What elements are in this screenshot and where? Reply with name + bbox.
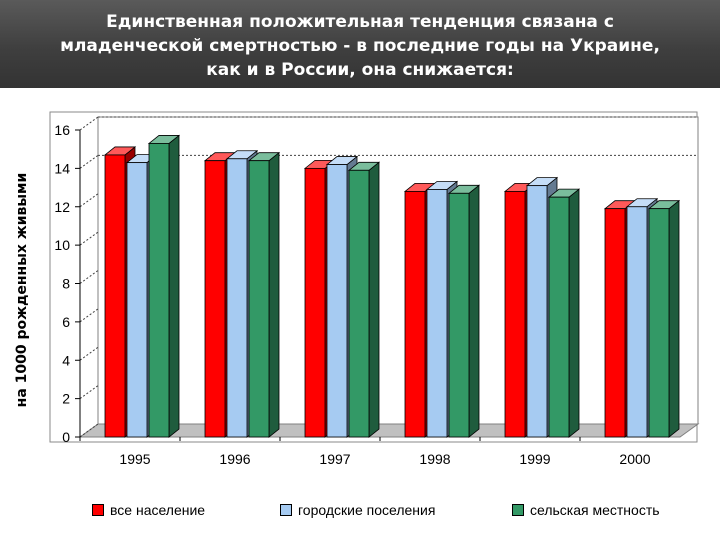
y-tick-label: 6 bbox=[62, 314, 70, 330]
bar bbox=[504, 190, 526, 438]
legend-swatch-rural bbox=[512, 504, 524, 517]
grid-diagonal-8 bbox=[79, 270, 99, 284]
legend-swatch-urban bbox=[280, 504, 292, 517]
y-tick-label: 2 bbox=[62, 391, 70, 407]
x-tick-label: 1997 bbox=[319, 451, 350, 467]
bar-side bbox=[268, 151, 280, 438]
x-tick-label: 1998 bbox=[419, 451, 450, 467]
legend-label-all-population: все население bbox=[110, 502, 206, 518]
bar bbox=[348, 169, 370, 438]
bar bbox=[148, 143, 170, 438]
grid-diagonal-4 bbox=[79, 346, 99, 361]
bar-side bbox=[668, 199, 680, 438]
bar bbox=[448, 192, 470, 438]
legend-item-all-population: все население bbox=[92, 501, 205, 519]
bar bbox=[648, 208, 670, 438]
x-tick-label: 1995 bbox=[119, 451, 150, 467]
bar bbox=[104, 154, 126, 438]
y-tick-label: 10 bbox=[54, 237, 70, 253]
bar bbox=[604, 208, 626, 438]
bar-side bbox=[168, 134, 180, 438]
grid-diagonal-2 bbox=[79, 385, 99, 400]
grid-diagonal-14 bbox=[79, 154, 99, 169]
bar-side bbox=[568, 188, 580, 438]
grid-diagonal-10 bbox=[79, 231, 99, 246]
legend-item-rural: сельская местность bbox=[512, 501, 660, 519]
bar bbox=[326, 164, 348, 438]
legend-item-urban: городские поселения bbox=[280, 501, 435, 519]
x-tick-label: 2000 bbox=[619, 451, 650, 467]
bar bbox=[248, 160, 270, 438]
chart-title-line-1: Единственная положительная тенденция свя… bbox=[106, 12, 614, 32]
y-tick-label: 12 bbox=[54, 199, 70, 215]
bar bbox=[304, 167, 326, 438]
y-tick-label: 4 bbox=[62, 352, 70, 368]
bar bbox=[126, 162, 148, 438]
chart-legend: все население городские поселения сельск… bbox=[92, 501, 692, 519]
bar-side bbox=[468, 184, 480, 438]
bar bbox=[204, 160, 226, 438]
bar bbox=[548, 196, 570, 438]
chart-title-line-3: как и в России, она снижается: bbox=[206, 60, 514, 80]
bar-side bbox=[368, 161, 380, 438]
bar bbox=[226, 158, 248, 438]
y-tick-label: 14 bbox=[54, 160, 70, 176]
title-banner: Единственная положительная тенденция свя… bbox=[0, 0, 720, 88]
y-tick-label: 0 bbox=[62, 429, 70, 445]
x-tick-label: 1996 bbox=[219, 451, 250, 467]
y-tick-label: 8 bbox=[62, 276, 70, 292]
chart-title-line-2: младенческой смертностью - в последние г… bbox=[60, 36, 660, 56]
legend-label-rural: сельская местность bbox=[530, 502, 660, 518]
grid-diagonal-6 bbox=[79, 308, 99, 323]
legend-swatch-all-population bbox=[92, 504, 104, 517]
bar bbox=[526, 185, 548, 438]
bar bbox=[626, 206, 648, 438]
legend-label-urban: городские поселения bbox=[298, 502, 436, 518]
x-tick-label: 1999 bbox=[519, 451, 550, 467]
grid-diagonal-16 bbox=[79, 116, 99, 131]
y-tick-label: 16 bbox=[54, 122, 70, 138]
grid-diagonal-12 bbox=[79, 193, 99, 208]
bar bbox=[426, 189, 448, 438]
bar bbox=[404, 190, 426, 438]
